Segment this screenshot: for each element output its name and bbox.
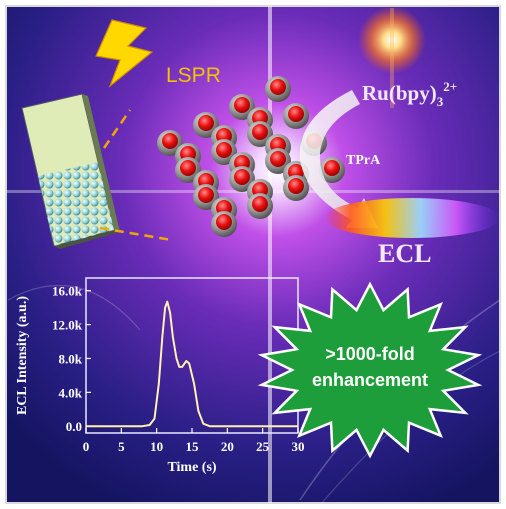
ecl-curve — [86, 300, 298, 428]
core-shell-nanoparticle — [175, 157, 201, 183]
core-shell-nanoparticle — [283, 175, 309, 201]
x-tick-label: 5 — [118, 439, 125, 454]
x-tick-label: 20 — [221, 439, 234, 454]
y-tick-label: 16.0k — [52, 284, 83, 299]
x-tick-label: 30 — [292, 439, 305, 454]
flare-vertical — [268, 6, 272, 503]
tpra-label: TPrA — [346, 153, 381, 168]
zoom-line-top — [102, 109, 132, 149]
light-source-glow — [358, 6, 426, 74]
core-shell-nanoparticle — [229, 166, 255, 192]
decor-swirl — [7, 284, 141, 331]
ru-label: Ru(bpy)32+ — [362, 79, 457, 109]
core-shell-nanoparticle — [247, 193, 273, 219]
core-shell-nanoparticle — [229, 94, 255, 120]
enhancement-badge: >1000-fold enhancement — [257, 281, 483, 459]
x-tick-label: 10 — [150, 439, 163, 454]
ecl-emission-rainbow — [324, 198, 500, 238]
zoom-line-bottom — [99, 226, 173, 242]
frame-border — [5, 5, 501, 504]
core-shell-nanoparticle — [265, 76, 291, 102]
x-tick-label: 25 — [256, 439, 270, 454]
badge-line1: >1000-fold — [325, 344, 415, 364]
core-shell-nanoparticle — [319, 157, 345, 183]
y-axis-label: ECL Intensity (a.u.) — [15, 296, 30, 415]
core-shell-nanoparticle — [211, 211, 237, 237]
badge-line2: enhancement — [312, 370, 428, 390]
x-tick-label: 0 — [83, 439, 90, 454]
y-tick-label: 12.0k — [52, 318, 83, 333]
core-shell-nanoparticle — [265, 148, 291, 174]
core-shell-nanoparticle — [157, 130, 183, 156]
light-beam — [390, 8, 394, 108]
starburst-shape — [257, 281, 483, 459]
y-tick-label: 4.0k — [59, 385, 83, 400]
lspr-label: LSPR — [166, 64, 221, 87]
x-axis-label: Time (s) — [167, 460, 216, 475]
core-shell-nanoparticle — [193, 112, 219, 138]
core-shell-nanoparticle — [283, 103, 309, 129]
substrate-slide — [21, 93, 120, 249]
core-shell-nanoparticle — [211, 139, 237, 165]
ecl-label: ECL — [378, 239, 431, 268]
curved-arrow — [299, 90, 378, 228]
ecl-chart: 0.0 4.0k 8.0k 12.0k 16.0k 0 5 10 15 20 25 30 Time (s… — [15, 277, 305, 475]
y-tick-label: 0.0 — [66, 419, 82, 434]
x-tick-label: 15 — [186, 439, 200, 454]
core-shell-nanoparticle — [247, 121, 273, 147]
core-shell-nanoparticle — [193, 184, 219, 210]
lightning-icon — [95, 19, 154, 88]
y-tick-label: 8.0k — [59, 351, 83, 366]
